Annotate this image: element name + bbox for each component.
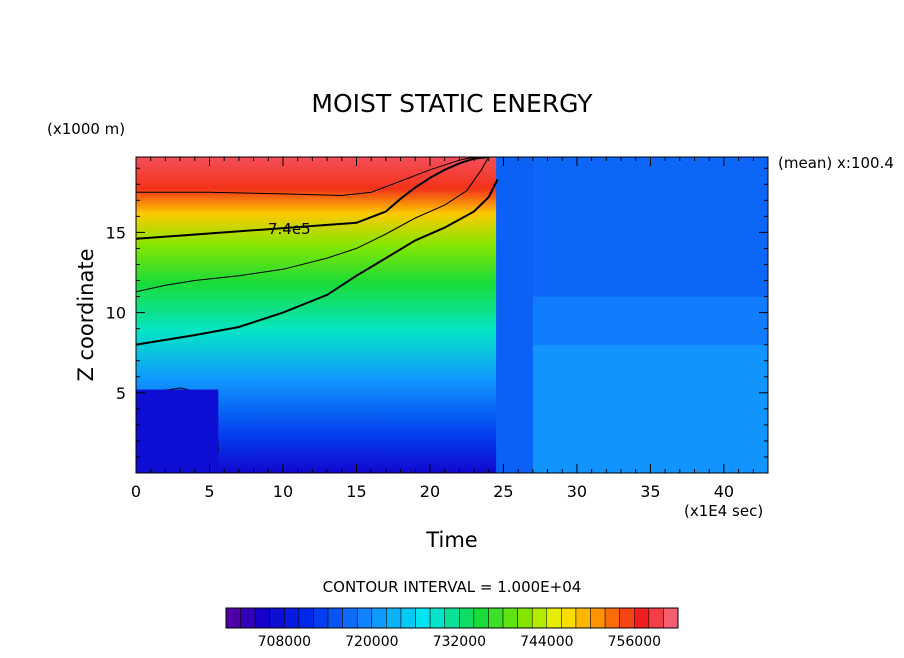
contour-line xyxy=(136,179,499,346)
colorbar-swatch xyxy=(517,607,533,629)
contour-line xyxy=(136,157,475,197)
x-axis-title: Time xyxy=(425,528,477,552)
colorbar-swatch xyxy=(327,607,343,629)
colorbar-tick-label: 756000 xyxy=(608,634,661,650)
x-tick-label: 35 xyxy=(640,482,660,501)
colorbar-swatch xyxy=(415,607,431,629)
colorbar-swatch xyxy=(284,607,300,629)
plot-frame xyxy=(135,156,769,474)
colorbar-tick-label: 732000 xyxy=(433,634,486,650)
x-tick-label: 10 xyxy=(273,482,293,501)
x-tick-label: 5 xyxy=(204,482,214,501)
colorbar-swatch xyxy=(590,607,606,629)
colorbar-tick-label: 744000 xyxy=(520,634,573,650)
colorbar-swatch xyxy=(342,607,358,629)
colorbar-swatch xyxy=(488,607,504,629)
y-axis-ticks: 5 10 15 xyxy=(106,167,768,458)
colorbar-swatch xyxy=(269,607,285,629)
field-right-region xyxy=(496,157,768,473)
colorbar-swatch xyxy=(254,607,270,629)
y-tick-label: 5 xyxy=(116,384,126,403)
colorbar-swatch xyxy=(225,607,241,629)
x-tick-label: 0 xyxy=(131,482,141,501)
colorbar-swatch xyxy=(502,607,518,629)
colorbar-swatch xyxy=(240,607,256,629)
contour-line xyxy=(136,157,489,240)
x-unit-label: (x1E4 sec) xyxy=(684,502,763,520)
x-tick-label: 20 xyxy=(420,482,440,501)
colorbar-swatch xyxy=(634,607,650,629)
x-axis-ticks: 0 5 10 15 20 25 30 35 40 xyxy=(131,157,754,501)
x-tick-label: 15 xyxy=(346,482,366,501)
colorbar-swatch xyxy=(386,607,402,629)
contour-interval-text: CONTOUR INTERVAL = 1.000E+04 xyxy=(323,578,582,596)
colorbar-tick-label: 708000 xyxy=(258,634,311,650)
contour-label: 7.4e5 xyxy=(268,220,311,238)
x-tick-label: 40 xyxy=(714,482,734,501)
colorbar-frame xyxy=(225,607,679,629)
y-tick-label: 10 xyxy=(106,304,126,323)
colorbar-labels: 708000 720000 732000 744000 756000 xyxy=(258,634,661,650)
colorbar xyxy=(225,607,679,629)
colorbar-swatch xyxy=(459,607,475,629)
colorbar-swatch xyxy=(298,607,314,629)
colorbar-swatch xyxy=(604,607,620,629)
colorbar-tick-label: 720000 xyxy=(345,634,398,650)
colorbar-swatch xyxy=(429,607,445,629)
colorbar-swatch xyxy=(561,607,577,629)
colorbar-swatch xyxy=(619,607,635,629)
colorbar-swatch xyxy=(531,607,548,629)
colorbar-swatch xyxy=(371,607,387,629)
colorbar-swatch xyxy=(400,607,416,629)
side-note: (mean) x:100.4 xyxy=(778,154,894,172)
x-tick-label: 25 xyxy=(493,482,513,501)
colorbar-swatch xyxy=(356,607,373,629)
colorbar-swatch xyxy=(473,607,489,629)
colorbar-swatch xyxy=(575,607,591,629)
colorbar-swatch xyxy=(313,607,329,629)
x-tick-label: 30 xyxy=(567,482,587,501)
colorbar-swatch xyxy=(648,607,664,629)
colorbar-swatch xyxy=(546,607,562,629)
y-tick-label: 15 xyxy=(106,223,126,242)
y-axis-title: Z coordinate xyxy=(74,248,98,381)
plot-area xyxy=(136,157,768,473)
contour-line xyxy=(136,157,490,293)
y-unit-label: (x1000 m) xyxy=(47,120,125,138)
colorbar-swatch xyxy=(444,607,460,629)
chart-title: MOIST STATIC ENERGY xyxy=(311,89,593,118)
colorbar-swatch xyxy=(663,607,679,629)
low-energy-pool xyxy=(136,389,219,473)
